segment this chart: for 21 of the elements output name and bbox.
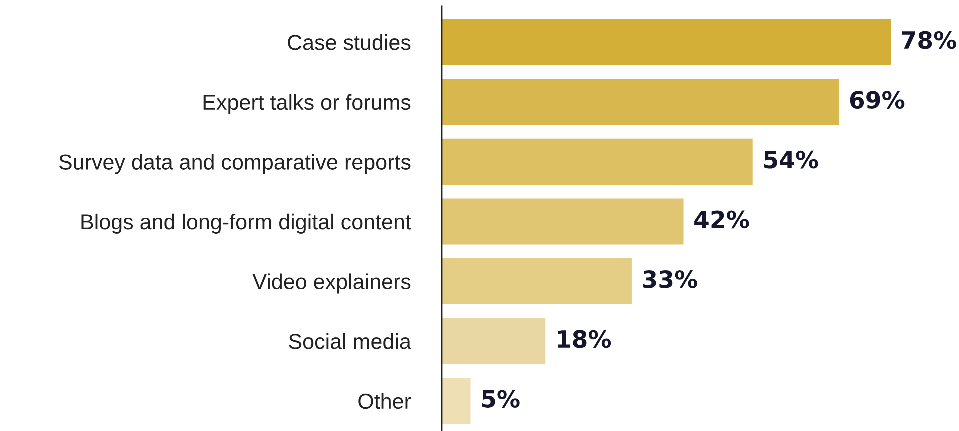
data-label: 69% <box>850 91 905 109</box>
y-tick-label: Survey data and comparative reports <box>59 154 411 174</box>
data-label: 18% <box>558 330 612 348</box>
bar <box>442 258 632 305</box>
y-tick-label: Video explainers <box>252 274 411 294</box>
y-tick-label: Social media <box>289 334 412 350</box>
data-label: 78% <box>902 31 956 50</box>
bar <box>442 19 891 66</box>
data-label: 5% <box>482 390 520 408</box>
data-label: 42% <box>694 210 750 229</box>
bar <box>442 318 546 364</box>
bar <box>442 198 684 245</box>
data-label: 54% <box>764 150 818 169</box>
y-tick-label: Case studies <box>288 34 411 50</box>
data-label: 33% <box>643 270 698 288</box>
bar <box>442 378 471 424</box>
y-tick-label: Expert talks or forums <box>204 94 411 114</box>
bar <box>442 79 840 126</box>
y-tick-label: Other <box>358 393 412 410</box>
bar <box>442 138 753 185</box>
y-tick-label: Blogs and long-form digital content <box>82 214 412 234</box>
